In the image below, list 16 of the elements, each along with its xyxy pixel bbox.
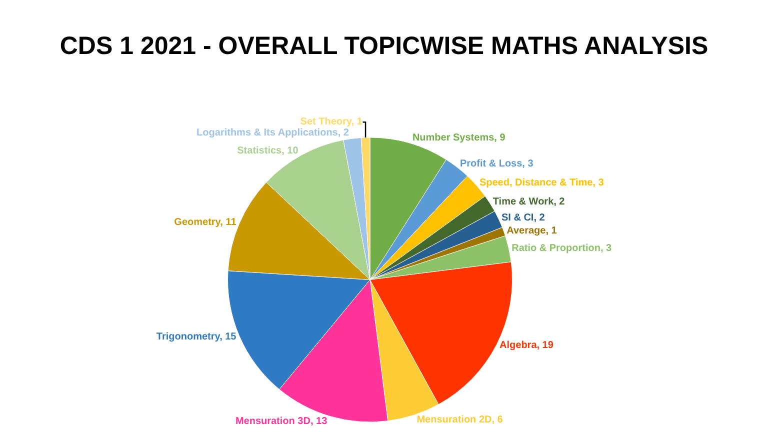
slice-label: Number Systems, 9 (412, 132, 506, 144)
slice-label: Time & Work, 2 (492, 196, 566, 208)
slice-label: Logarithms & Its Applications, 2 (196, 128, 350, 139)
slice-label: Statistics, 10 (237, 145, 299, 156)
slice-label: Profit & Loss, 3 (460, 158, 534, 170)
slice-label: Ratio & Proportion, 3 (512, 242, 612, 254)
slice-label: Mensuration 2D, 6 (416, 414, 504, 426)
slice-label: Geometry, 11 (174, 216, 237, 228)
slice-label: Mensuration 3D, 13 (235, 416, 328, 427)
slice-label: Algebra, 19 (500, 340, 554, 351)
slice-label: Trigonometry, 15 (156, 332, 237, 343)
slice-label: Set Theory, 1 (300, 116, 363, 128)
chart-title: CDS 1 2021 - OVERALL TOPICWISE MATHS ANALYSIS (60, 32, 708, 60)
slice-label: Speed, Distance & Time, 3 (479, 178, 604, 189)
slice-label: Average, 1 (506, 225, 558, 236)
slice-label: SI & CI, 2 (501, 212, 546, 224)
